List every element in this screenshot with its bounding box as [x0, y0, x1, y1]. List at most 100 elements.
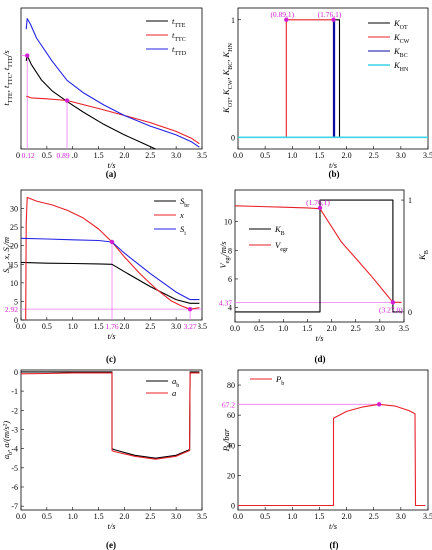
y-tick-label: -3 [11, 425, 18, 434]
plot-frame [20, 7, 203, 150]
chart-panel-c: 0.0 0.5 1.0 1.5 2.0 2.5 3.0 3.5 0 5 10 15 20 25 30 t/s (… [5, 189, 207, 364]
x-tick-label: 1.0 [287, 512, 297, 521]
x-tick-label: 0.5 [260, 512, 270, 521]
x-tick-label: 0.0 [230, 324, 240, 333]
y-tick-label: -2 [11, 406, 18, 415]
x-tick-label: 0.5 [260, 151, 270, 160]
y-tick-label: 5 [14, 297, 18, 306]
legend: Pb [250, 374, 284, 387]
legend-label-tTTD: tTTD [172, 44, 187, 57]
x-tick-label: 2.5 [145, 151, 155, 160]
x-tick-label: 1.5 [94, 512, 104, 521]
x-tick-label: 1.0 [278, 324, 288, 333]
x-tick-label: 0.0 [233, 151, 243, 160]
x-tick-label: 2.5 [369, 151, 379, 160]
marker-label: (0.89,1) [270, 10, 294, 19]
x-tick-label: 3.5 [423, 151, 432, 160]
y-tick-label: 0 [14, 316, 18, 325]
legend-label-KBC: KBC [393, 46, 408, 59]
marker-label: 0.89 [56, 151, 69, 160]
marker-label-bg [20, 151, 37, 160]
y-tick-label: 0 [231, 501, 235, 510]
y-tick-label: -5 [11, 464, 18, 473]
plot-frame [234, 189, 405, 323]
x-tick-label: 1.5 [314, 151, 324, 160]
x-tick-label: 1.5 [302, 324, 312, 333]
plot-frame [20, 369, 203, 511]
y-right-tick-label: 0 [408, 308, 412, 317]
x-tick-label: 1.5 [314, 512, 324, 521]
y-tick-label: 8 [228, 246, 232, 255]
y-tick-label: 20 [10, 242, 18, 251]
legend-label-KCW: KCW [393, 32, 410, 45]
x-tick-label: 2.5 [369, 512, 379, 521]
y-tick-label: 4 [228, 304, 232, 313]
x-tick-label: 3.0 [171, 512, 181, 521]
chart-panel-d: 0.0 0.5 1.0 1.5 2.0 2.5 3.0 3.5 4 6 8 10 0 1 t/s (d) (1.… [219, 189, 412, 364]
marker-point [284, 17, 289, 22]
y-tick-label: 20 [227, 471, 235, 480]
marker-label: (3.27,0) [379, 305, 403, 314]
y-axis-label-e: ab, a/(m/s²) [1, 421, 14, 459]
series-line-tTTD [25, 18, 200, 148]
x-tick-label: 2.5 [145, 512, 155, 521]
x-tick-label: 2.0 [342, 512, 352, 521]
series-line-x [25, 196, 200, 321]
marker-point [109, 239, 115, 245]
legend-label-Sbr: Sbr [180, 196, 189, 209]
y-tick-label: 30 [10, 205, 18, 214]
x-tick-label: 3.0 [396, 151, 406, 160]
marker-point [317, 205, 323, 211]
y-tick-label: 80 [227, 381, 235, 390]
series-line-tTTE [25, 55, 156, 150]
y-tick-label: 25 [10, 223, 18, 232]
reference-value-label: 67.2 [222, 400, 235, 409]
y-tick-label: 60 [227, 411, 235, 420]
marker-point [187, 306, 193, 312]
y-axis-label-d-right: KB [417, 250, 430, 261]
chart-panel-b: 0.0 0.5 1.0 1.5 2.0 2.5 3.0 3.5 0 1 t/s(b) (0.89,1)… [231, 7, 432, 179]
chart-panel-f: 0.0 0.5 1.0 1.5 2.0 2.5 3.0 3.5 0 20 40 60 80 t/s (f) 6… [222, 369, 432, 550]
plot-frame [237, 369, 429, 511]
x-tick-label: 2.0 [342, 151, 352, 160]
reference-value-label: 4.37 [219, 298, 232, 307]
x-axis-label: t/s [329, 521, 338, 531]
marker-point [331, 17, 336, 22]
x-tick-label: 3.5 [399, 324, 409, 333]
y-axis-label-b: KOT, KCW, KBC, KHN [221, 42, 234, 113]
y-tick-label: 0 [14, 368, 18, 377]
series-line-a [20, 372, 200, 460]
legend-label-tTTC: tTTC [172, 30, 186, 43]
x-axis-label: t/s [329, 160, 338, 170]
legend-label-x: x [179, 210, 184, 220]
marker-point [64, 98, 70, 103]
x-tick-label: 1.0 [68, 151, 78, 160]
y-tick-label: 10 [224, 218, 232, 227]
y-tick-label: 0 [231, 133, 235, 142]
reference-value-label: 2.92 [5, 305, 18, 314]
legend: KB Vegr [249, 224, 288, 253]
plot-frame [237, 7, 429, 150]
panel-label: (c) [106, 354, 116, 364]
x-tick-label: 2.0 [119, 151, 129, 160]
marker-point [390, 300, 396, 305]
x-tick-label: 3.5 [197, 512, 207, 521]
x-tick-label: 3.0 [171, 322, 181, 331]
y-tick-label: 40 [227, 441, 235, 450]
series-line-KB [235, 199, 402, 313]
y-axis-label-d: Vegr/m/s [218, 241, 231, 269]
y-tick-label: -6 [11, 483, 18, 492]
marker-label: 1.76 [105, 322, 118, 331]
legend-label-KHN: KHN [393, 60, 409, 73]
x-axis-label: t/s [108, 331, 117, 341]
chart-panel-e: 0.0 0.5 1.0 1.5 2.0 2.5 3.0 3.5 0 -1 -2 -3 -4 -5 -6 -7 t… [11, 368, 207, 550]
marker-label: 0.12 [22, 151, 35, 160]
x-tick-label: 2.5 [351, 324, 361, 333]
panel-label: (a) [106, 169, 117, 179]
y-axis-label-f: Pb/bar [221, 428, 234, 452]
marker-label: 3.27 [184, 322, 197, 331]
x-tick-label: 1.5 [94, 322, 104, 331]
